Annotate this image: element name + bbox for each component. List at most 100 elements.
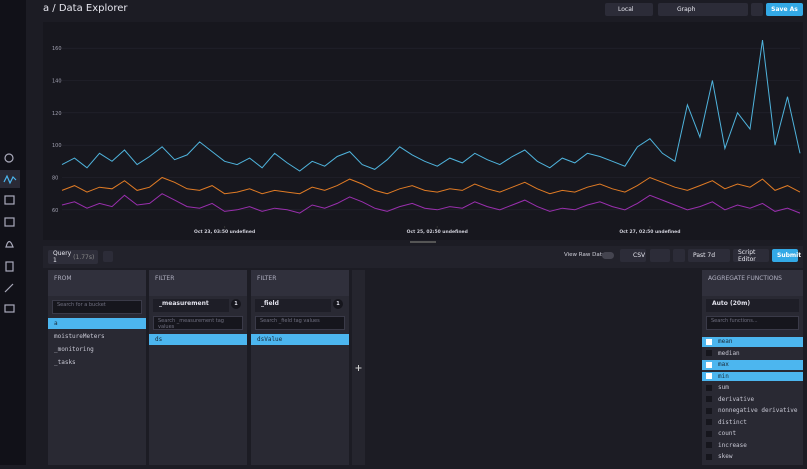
function-name: min [718,372,729,380]
nav-icon[interactable] [3,174,17,185]
y-tick-label: 60 [52,208,58,214]
add-query[interactable] [103,251,113,262]
key-dropdown[interactable]: _measurement 1 [153,299,241,312]
series-line [61,176,801,195]
nav-icon[interactable] [4,153,14,163]
filter-panel: FILTER _field 1 Search _field tag values dsV… [251,270,349,465]
sidebar [0,0,26,465]
checkbox [706,350,712,357]
function-name: skew [718,453,733,460]
nav-icon[interactable] [5,240,14,248]
aggregate-panel: AGGREGATE FUNCTIONS Auto (20m) Search fu… [702,270,803,465]
bucket-item[interactable]: _tasks [54,359,76,366]
checkbox [706,442,712,449]
function-item[interactable]: sum [702,383,803,393]
checkbox [706,430,712,437]
bucket-list: a moistureMeters _monitoring _tasks [48,318,146,368]
function-list: mean median max min sum derivative nonnegative… [702,337,803,465]
csv-button[interactable]: CSV [620,249,646,262]
count-badge: 1 [333,299,343,309]
function-search[interactable]: Search functions... [706,316,799,330]
key-dropdown[interactable]: _field 1 [255,299,343,312]
x-tick-label: Oct 25, 02:50 undefined [407,229,468,235]
y-tick-label: 160 [52,46,62,52]
function-item[interactable]: skew [702,452,803,462]
add-filter-column[interactable] [352,270,365,465]
query-bar [43,246,803,268]
tag-item[interactable]: dsValue [251,334,349,345]
function-name: derivative [718,395,755,403]
function-item[interactable]: nonnegative derivative [702,406,803,416]
x-tick-label: Oct 23, 03:50 undefined [194,229,255,235]
function-item[interactable]: median [702,349,803,359]
csv: CSV [633,252,646,259]
key: _measurement [159,300,209,307]
query-name: Query 1 [53,250,72,264]
bucket-item[interactable]: a [48,318,146,329]
nav-icon[interactable] [4,283,14,293]
function-name: distinct [718,418,747,426]
settings-button[interactable] [751,3,763,16]
nav-icon[interactable] [4,304,15,313]
count-badge: 1 [231,299,241,309]
window-dropdown[interactable]: Auto (20m) [706,299,799,312]
tag-item[interactable]: ds [149,334,247,345]
function-name: sum [718,384,729,391]
function-item[interactable]: min [702,371,803,381]
raw-label: View Raw Data [564,252,606,258]
query-tab[interactable]: Query 1 (1.77s) [48,250,98,264]
save-button[interactable]: Save As [766,3,803,16]
key: _field [261,300,279,307]
tag-search[interactable]: Search _field tag values [255,316,345,330]
function-name: mean [718,338,733,345]
from-panel: FROM Search for a bucket a moistureMeters… [48,270,146,465]
series-line [61,40,801,172]
nav-icon[interactable] [4,217,15,227]
format-dropdown[interactable] [650,249,670,262]
nav-active[interactable] [0,170,20,188]
checkbox [706,453,712,460]
bucket-search[interactable]: Search for a bucket [52,300,142,314]
series-line [61,193,801,214]
view: Graph [677,6,696,13]
tag-search[interactable]: Search _measurement tag values [153,316,243,330]
y-tick-label: 140 [52,79,62,85]
refresh-button[interactable] [673,249,685,262]
source-dropdown[interactable]: Local [605,3,653,16]
y-tick-label: 100 [52,143,62,149]
bucket-item[interactable]: moistureMeters [54,333,105,340]
checkbox [706,373,712,380]
panel-title: FROM [48,270,146,296]
function-item[interactable]: distinct [702,418,803,428]
function-item[interactable]: max [702,360,803,370]
function-name: max [718,361,729,368]
bucket-item[interactable]: _monitoring [54,346,94,353]
function-name: increase [718,441,747,449]
y-tick-label: 120 [52,111,62,117]
nav-icon[interactable] [5,261,14,272]
query-time: (1.77s) [73,253,95,261]
function-item[interactable]: increase [702,441,803,451]
function-name: count [718,430,737,437]
script-button[interactable]: Script Editor [733,249,769,263]
function-name: median [718,349,740,357]
function-item[interactable]: derivative [702,395,803,405]
checkbox [706,361,712,368]
checkbox [706,407,712,414]
view-dropdown[interactable]: Graph [658,3,748,16]
raw-toggle[interactable] [602,252,614,259]
panel-title: FILTER [149,270,247,296]
submit-button[interactable]: Submit [772,249,801,262]
checkbox [706,384,712,391]
checkbox [706,396,712,403]
nav-icons [0,153,20,313]
nav-icon[interactable] [4,195,15,205]
x-tick-label: Oct 27, 02:50 undefined [619,229,680,235]
function-item[interactable]: count [702,429,803,439]
function-item[interactable]: mean [702,337,803,347]
y-tick-label: 80 [52,176,58,182]
panel-title: FILTER [251,270,349,296]
checkbox [706,419,712,426]
range-dropdown[interactable]: Past 7d [688,249,730,262]
